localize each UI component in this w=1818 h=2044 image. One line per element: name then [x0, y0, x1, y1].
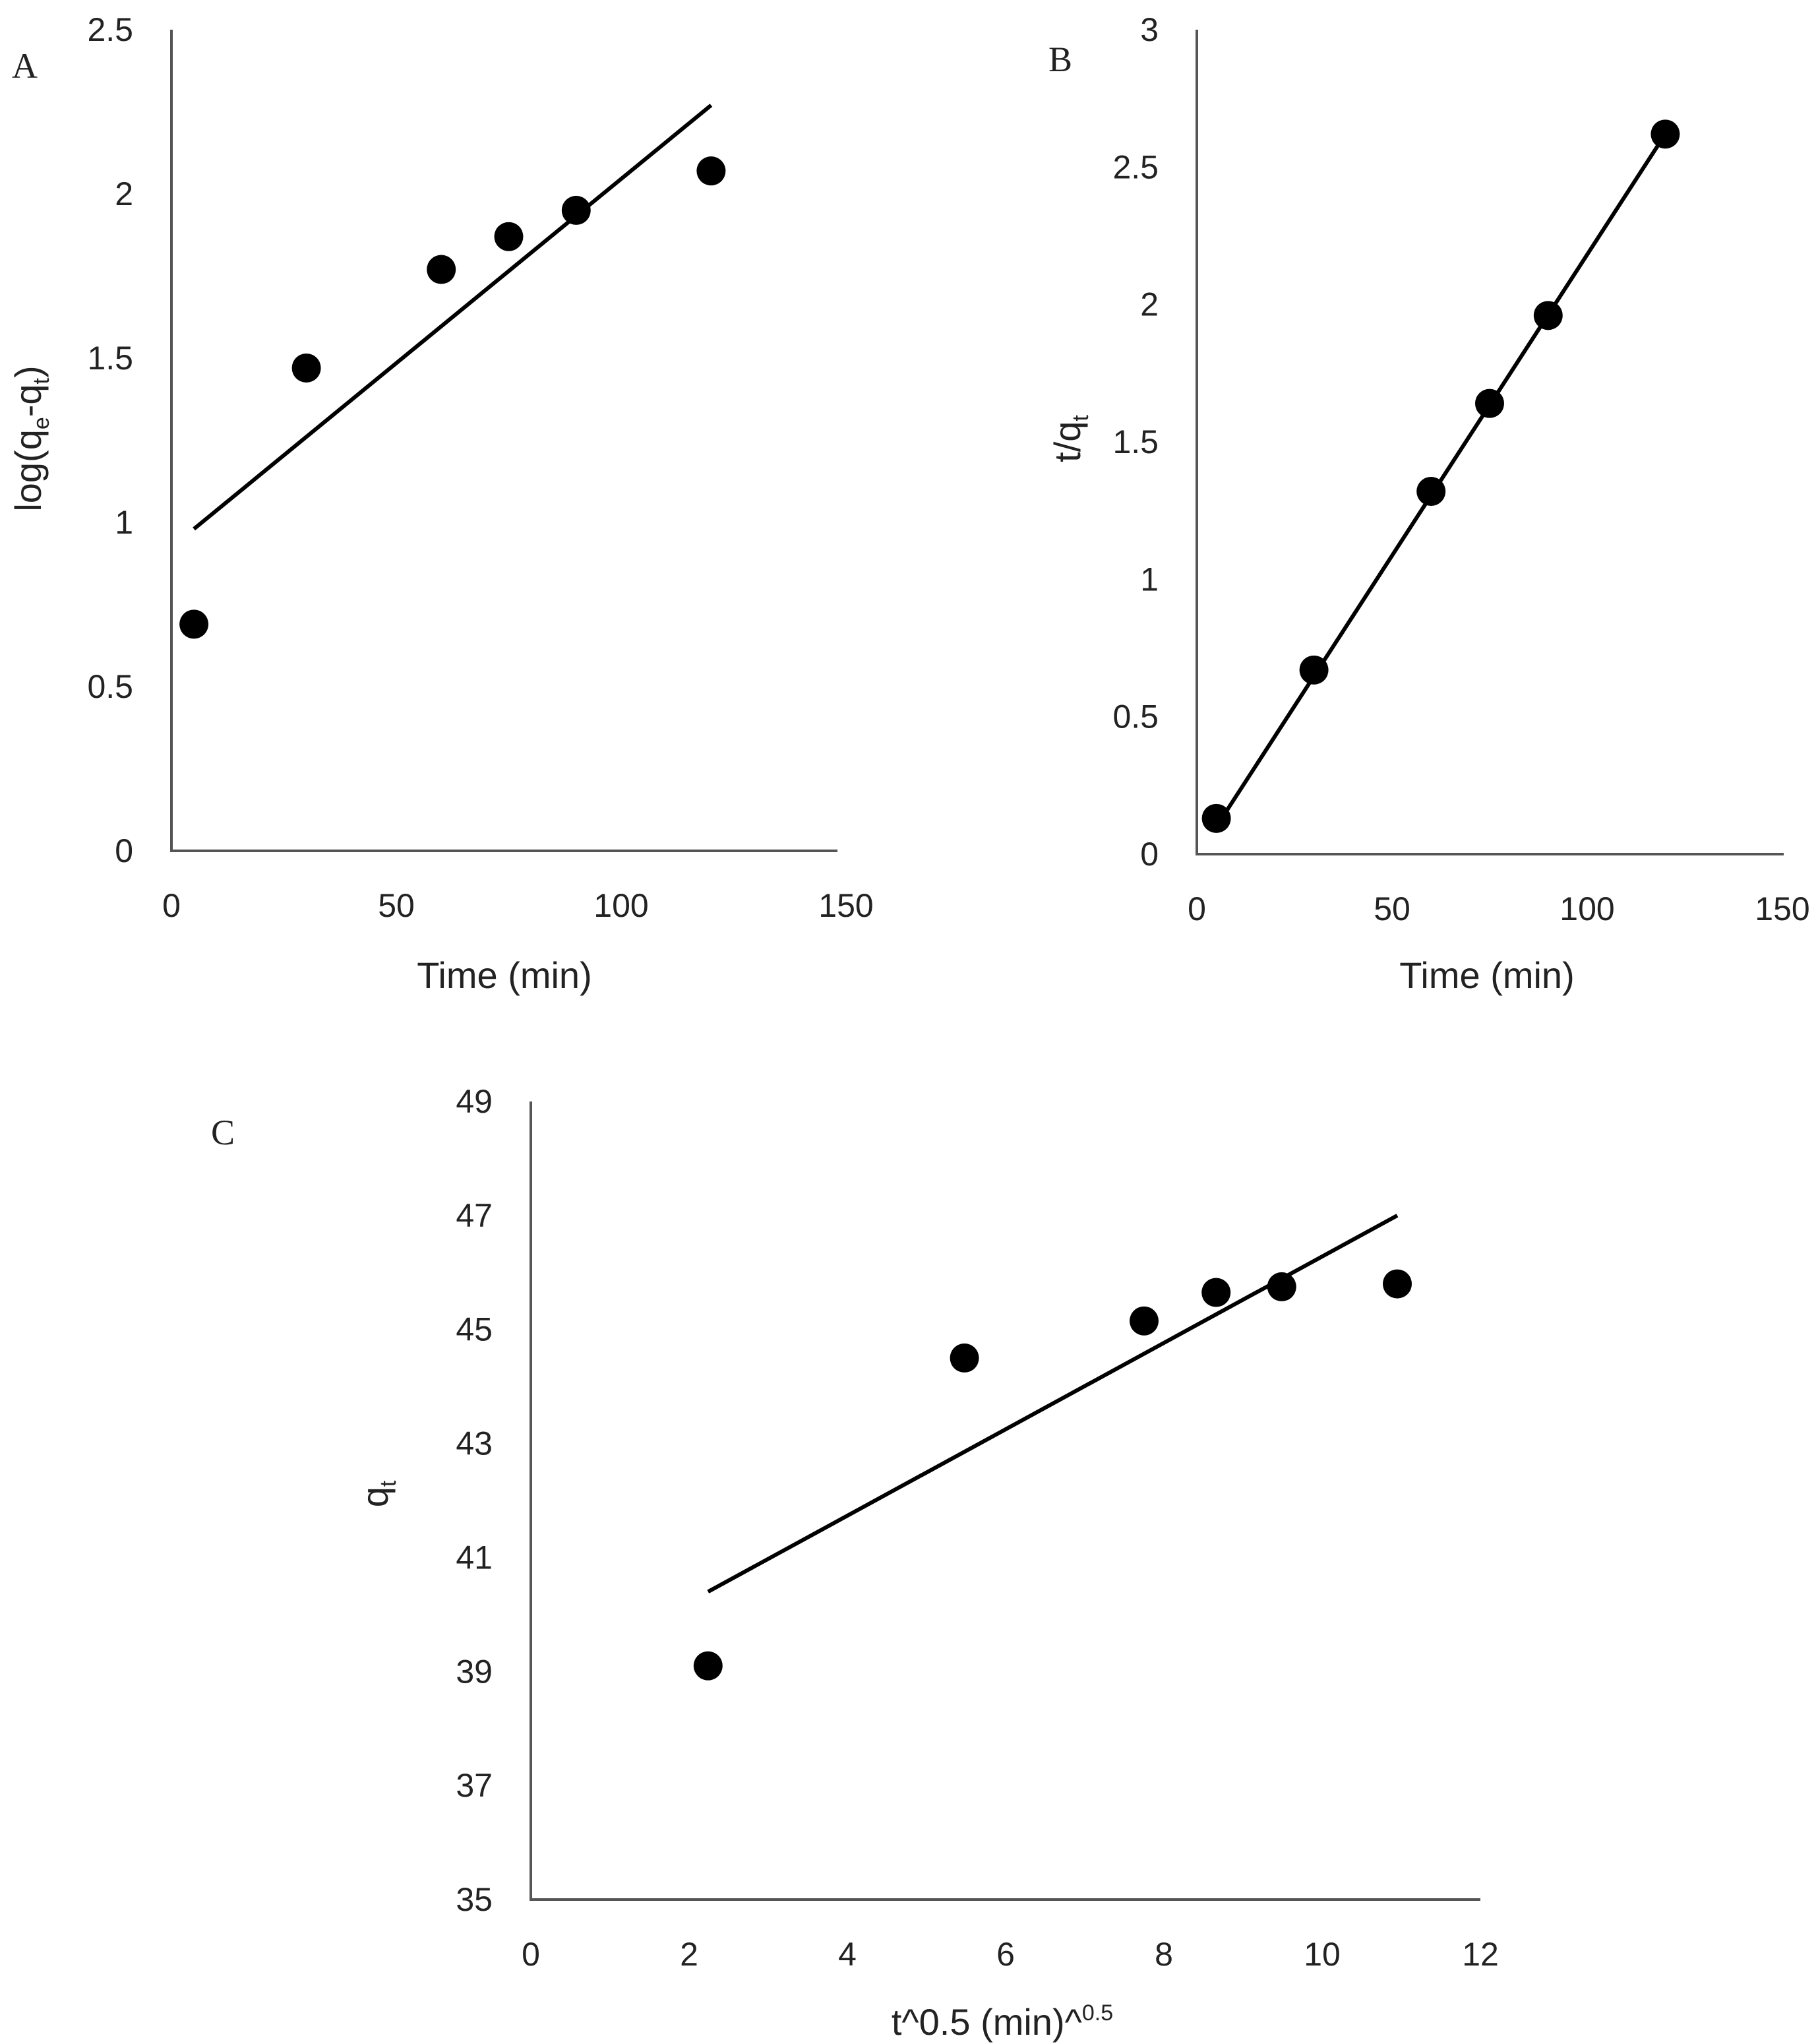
x-tick-label-c: 6 — [996, 1936, 1015, 1973]
y-label-c-prefix: q — [354, 1487, 396, 1507]
x-label-c-sup: 0.5 — [1082, 2000, 1113, 2026]
x-tick-label-c: 10 — [1304, 1936, 1341, 1973]
y-label-a-suffix: ) — [7, 365, 49, 378]
data-point-a — [696, 156, 726, 186]
x-ticks-b: 0 50 100 150 — [1188, 890, 1810, 927]
y-label-c-sub1: t — [376, 1480, 401, 1487]
y-tick-label-b: 0 — [1140, 836, 1159, 873]
data-point-a — [427, 255, 456, 284]
y-tick-label-a: 0 — [115, 832, 133, 869]
chart-panel-a: 0 0.5 1 1.5 2 2.5 0 50 100 150 Time (min) log(qe… — [7, 11, 874, 996]
trendline-b — [1215, 133, 1667, 828]
x-axis-label-a: Time (min) — [417, 954, 591, 996]
data-point-c — [950, 1343, 979, 1373]
y-label-a-sub1: e — [29, 417, 54, 429]
y-tick-label-a: 2.5 — [87, 11, 133, 48]
y-tick-label-c: 37 — [456, 1767, 493, 1804]
y-axis-label-a: log(qe-qt) — [7, 365, 54, 511]
y-tick-label-c: 35 — [456, 1881, 493, 1918]
data-point-a — [179, 609, 209, 639]
y-tick-label-c: 39 — [456, 1653, 493, 1690]
x-tick-label-a: 150 — [818, 887, 873, 924]
data-point-b — [1651, 119, 1680, 149]
x-tick-label-b: 100 — [1560, 890, 1614, 927]
y-label-a-prefix: log(q — [7, 429, 49, 512]
data-point-b — [1416, 477, 1446, 506]
data-point-c — [1201, 1278, 1231, 1307]
y-tick-label-a: 0.5 — [87, 668, 133, 705]
x-tick-label-b: 50 — [1374, 890, 1410, 927]
data-point-c — [1383, 1269, 1412, 1299]
x-tick-label-b: 0 — [1188, 890, 1206, 927]
y-ticks-b: 0 0.5 1 1.5 2 2.5 3 — [1112, 11, 1159, 873]
y-tick-label-c: 45 — [456, 1311, 493, 1348]
y-tick-label-c: 43 — [456, 1425, 493, 1462]
data-point-b — [1299, 655, 1329, 685]
data-point-c — [1267, 1272, 1296, 1301]
x-tick-label-a: 0 — [162, 887, 181, 924]
data-point-c — [1130, 1306, 1159, 1336]
x-tick-label-a: 50 — [378, 887, 415, 924]
data-point-a — [291, 353, 321, 383]
data-point-b — [1475, 388, 1504, 418]
x-axis-label-b: Time (min) — [1399, 954, 1574, 996]
chart-panel-b: 0 0.5 1 1.5 2 2.5 3 0 50 100 150 Time (min) t/qt — [1046, 11, 1810, 996]
points-a — [179, 156, 726, 639]
y-tick-label-c: 49 — [456, 1083, 493, 1120]
y-label-b-prefix: t/q — [1046, 421, 1088, 462]
y-label-a-sub2: t — [29, 377, 54, 384]
data-point-a — [494, 222, 524, 251]
y-tick-label-b: 1.5 — [1112, 423, 1159, 460]
points-b — [1201, 119, 1680, 833]
data-point-b — [1201, 803, 1231, 833]
y-axis-label-b: t/qt — [1046, 415, 1093, 462]
x-tick-label-b: 150 — [1755, 890, 1809, 927]
y-tick-label-b: 1 — [1140, 561, 1159, 598]
y-tick-label-b: 3 — [1140, 11, 1159, 48]
data-point-b — [1533, 301, 1563, 330]
x-tick-label-c: 0 — [522, 1936, 540, 1973]
x-tick-label-c: 4 — [838, 1936, 857, 1973]
data-point-a — [561, 195, 591, 225]
y-axis-label-c: qt — [354, 1480, 401, 1507]
x-tick-label-a: 100 — [593, 887, 648, 924]
x-axis-label-c: t^0.5 (min)^0.5 — [892, 2000, 1113, 2043]
x-tick-label-c: 12 — [1462, 1936, 1499, 1973]
y-tick-label-c: 47 — [456, 1197, 493, 1234]
x-tick-label-c: 2 — [680, 1936, 698, 1973]
y-ticks-c: 35 37 39 41 43 45 47 49 — [456, 1083, 493, 1918]
y-tick-label-c: 41 — [456, 1539, 493, 1576]
y-tick-label-a: 2 — [115, 175, 133, 212]
data-point-c — [693, 1651, 723, 1681]
points-c — [693, 1269, 1412, 1681]
y-tick-label-a: 1.5 — [87, 340, 133, 377]
trendline-c — [707, 1214, 1399, 1594]
y-label-a-mid: -q — [7, 384, 49, 417]
x-ticks-a: 0 50 100 150 — [162, 887, 874, 924]
y-label-b-sub1: t — [1068, 415, 1093, 421]
y-tick-label-b: 0.5 — [1112, 698, 1159, 735]
x-label-c-text: t^0.5 (min)^ — [892, 2001, 1082, 2043]
y-ticks-a: 0 0.5 1 1.5 2 2.5 — [87, 11, 133, 869]
panel-label-c: C — [211, 1113, 235, 1152]
panel-label-b: B — [1048, 40, 1072, 79]
y-tick-label-b: 2 — [1140, 286, 1159, 323]
trendline-a — [193, 104, 713, 531]
y-tick-label-b: 2.5 — [1112, 148, 1159, 185]
panel-label-a: A — [12, 46, 38, 86]
x-ticks-c: 0 2 4 6 8 10 12 — [522, 1936, 1499, 1973]
y-tick-label-a: 1 — [115, 504, 133, 541]
x-tick-label-c: 8 — [1155, 1936, 1173, 1973]
